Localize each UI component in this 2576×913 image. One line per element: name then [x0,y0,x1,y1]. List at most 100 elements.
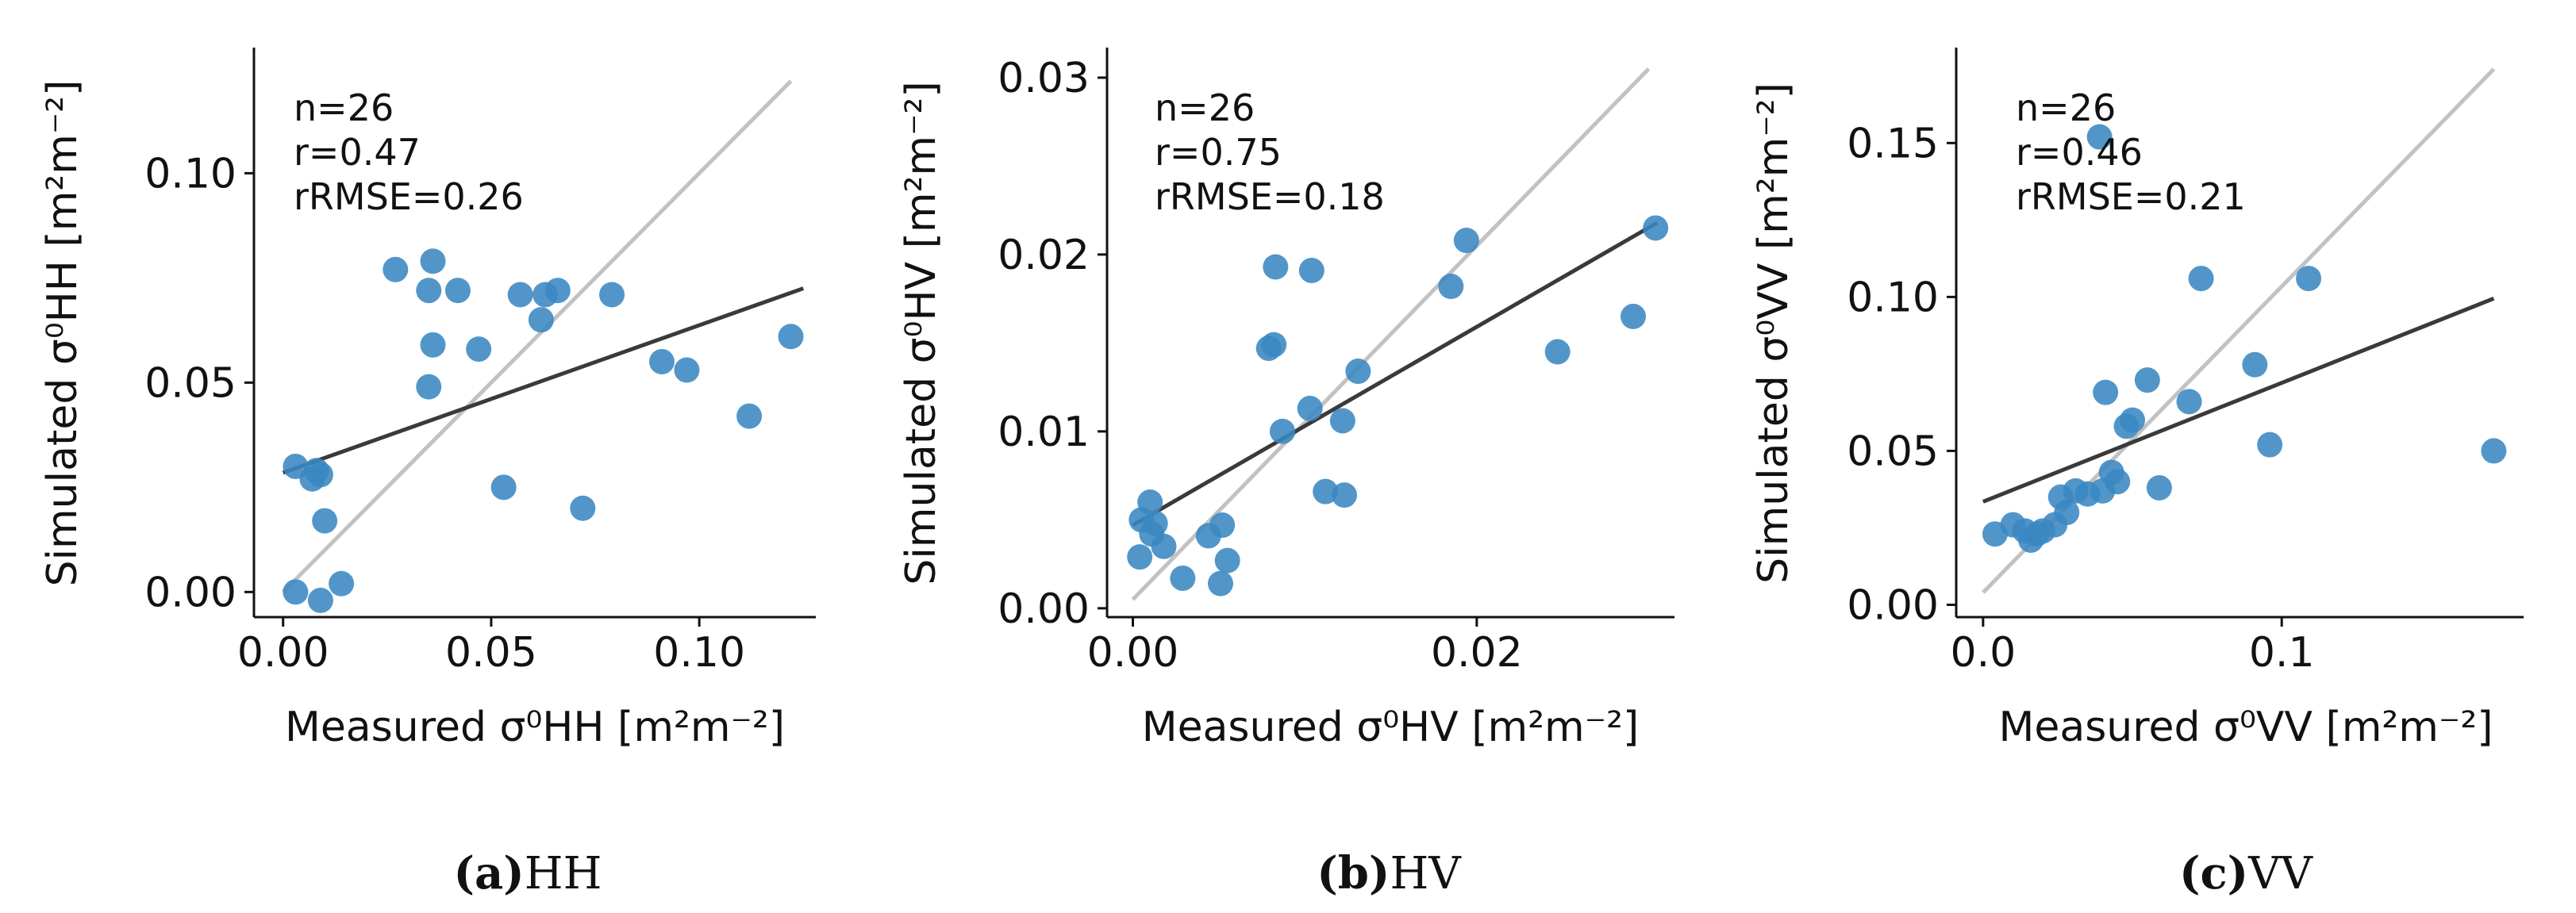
data-point-hh-9 [416,278,442,304]
data-point-hv-6 [1170,565,1196,591]
data-point-hv-14 [1270,418,1295,444]
stats-n-vv: n=26 [2016,86,2116,129]
data-point-hh-11 [420,332,446,358]
data-point-hv-22 [1453,228,1479,254]
y-tick-label-vv-3: 0.15 [1847,120,1939,167]
data-point-hv-13 [1263,254,1289,280]
data-point-hh-19 [544,278,571,304]
y-tick-label-hh-0: 0.00 [144,569,236,616]
caption-text-hh: HH [525,848,602,900]
data-point-vv-20 [2086,124,2113,150]
y-tick-label-hh-2: 0.10 [144,150,236,198]
data-point-hh-12 [416,374,442,400]
fit-line-vv [1982,296,2495,504]
data-point-hh-3 [307,462,333,488]
data-point-hv-24 [1621,303,1646,329]
one-to-one-line-hh [281,79,793,594]
data-point-hv-19 [1332,482,1357,508]
caption-hv: (b)HV [1317,847,1462,900]
data-point-hh-17 [528,307,554,333]
data-point-vv-18 [2176,389,2202,415]
data-point-hv-25 [1643,215,1669,241]
data-point-hh-5 [283,579,309,605]
data-point-vv-12 [2093,379,2119,405]
y-tick-label-vv-2: 0.10 [1847,274,1939,321]
plot-area-hv [1127,67,1669,601]
stats-n-hv: n=26 [1155,86,1255,129]
fit-line-hh [282,286,805,475]
data-point-hh-21 [599,282,625,308]
data-point-hh-6 [307,587,333,613]
data-point-vv-16 [2134,367,2160,393]
stats-rrmse-hv: rRMSE=0.18 [1155,175,1385,218]
x-tick-label-hh-1: 0.05 [445,629,537,677]
x-axis-label-hv: Measured σ⁰HV [m²m⁻²] [1142,704,1640,751]
x-tick-label-hh-2: 0.10 [653,629,745,677]
caption-letter-hv: (b) [1317,847,1390,900]
one-to-one-line-hv [1131,67,1651,601]
data-point-hh-15 [490,474,517,501]
data-point-hh-20 [570,495,596,521]
caption-vv: (c)VV [2179,847,2314,900]
x-tick-label-hh-0: 0.00 [237,629,329,677]
panel-hh: 0.00 0.05 0.10 0.00 0.05 0.10 n=26 r=0.47 rRM… [39,48,816,900]
y-tick-label-vv-0: 0.00 [1847,581,1939,629]
data-point-hv-4 [1142,510,1168,536]
data-point-vv-25 [2105,469,2131,495]
data-point-hv-0 [1127,544,1153,570]
plot-area-hh [281,79,805,613]
data-point-hh-13 [444,278,471,304]
y-tick-label-hv-2: 0.02 [998,232,1090,279]
caption-text-vv: VV [2247,848,2313,900]
x-axis-label-vv: Measured σ⁰VV [m²m⁻²] [1998,704,2493,751]
y-axis-label-hv: Simulated σ⁰HV [m²m⁻²] [898,81,945,585]
data-point-hv-16 [1298,257,1325,283]
data-point-hh-22 [648,348,675,374]
data-point-hv-9 [1209,512,1236,539]
data-point-hv-21 [1438,274,1464,300]
x-tick-label-vv-1: 0.1 [2249,629,2315,677]
ticks-vv: 0.0 0.1 0.00 0.05 0.10 0.15 [1847,120,2314,677]
data-point-hh-23 [674,357,700,383]
data-point-hh-10 [420,248,446,274]
stats-r-hv: r=0.75 [1155,131,1282,174]
stats-n-hh: n=26 [294,86,394,129]
data-point-hh-4 [312,508,338,534]
data-point-vv-15 [2120,407,2146,433]
data-point-hv-10 [1214,547,1240,574]
caption-text-hv: HV [1390,848,1462,900]
y-tick-label-hh-1: 0.05 [144,359,236,407]
panel-vv: 0.0 0.1 0.00 0.05 0.10 0.15 n=26 r=0.46 rRMSE… [1750,48,2524,900]
stats-rrmse-hh: rRMSE=0.26 [294,175,524,218]
data-point-hh-7 [329,570,355,597]
y-axis-label-hh: Simulated σ⁰HH [m²m⁻²] [39,80,87,587]
y-axis-label-vv: Simulated σ⁰VV [m²m⁻²] [1750,82,1797,584]
data-point-hv-20 [1345,359,1371,385]
data-point-hv-18 [1329,408,1355,434]
data-point-hh-14 [466,336,492,363]
data-point-hh-8 [383,256,409,282]
data-point-hh-16 [507,282,533,308]
panel-hv: 0.00 0.02 0.00 0.01 0.02 0.03 n=26 r=0.75 rRM… [898,48,1674,900]
y-tick-label-vv-1: 0.05 [1847,428,1939,475]
caption-hh: (a)HH [454,847,602,900]
data-point-vv-22 [2257,432,2283,458]
data-point-hv-23 [1544,339,1571,365]
data-point-hv-12 [1261,332,1287,358]
y-tick-label-hv-1: 0.01 [998,409,1090,456]
data-point-vv-23 [2296,266,2322,292]
caption-letter-vv: (c) [2179,847,2248,900]
ticks-hv: 0.00 0.02 0.00 0.01 0.02 0.03 [998,55,1523,677]
y-tick-label-hv-3: 0.03 [998,55,1090,102]
x-axis-label-hh: Measured σ⁰HH [m²m⁻²] [285,704,785,751]
plot-area-vv [1982,67,2507,594]
stats-r-vv: r=0.46 [2016,131,2143,174]
stats-r-hh: r=0.47 [294,131,421,174]
fit-line-hv [1132,221,1659,527]
x-tick-label-hv-1: 0.02 [1431,629,1523,677]
data-point-hh-24 [736,403,763,429]
data-point-hv-5 [1151,533,1177,559]
data-point-hv-2 [1137,489,1163,516]
x-tick-label-vv-0: 0.0 [1951,629,2017,677]
